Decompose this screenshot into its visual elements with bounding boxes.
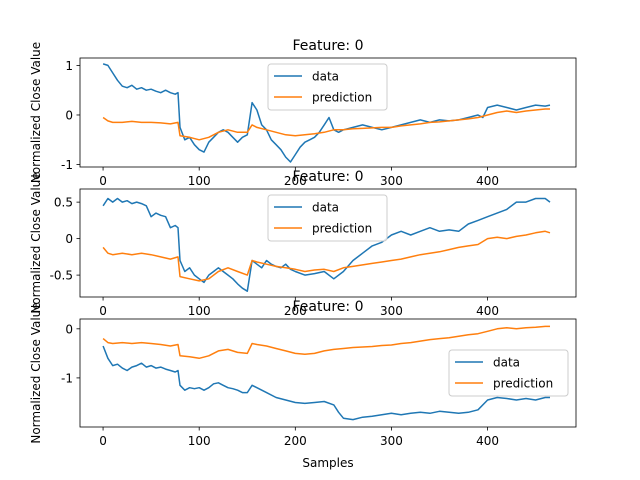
axes-frame [79,57,577,168]
legend: data prediction [267,194,388,242]
series-line-prediction [102,108,550,141]
x-tick-label: 100 [188,304,211,318]
series-group [102,63,551,163]
y-tick-label: 0 [65,232,73,246]
x-tick-label: 400 [476,434,499,448]
axes-frame [79,318,577,428]
subplot-title: Feature: 0 [293,38,364,54]
x-tick-label: 0 [99,304,107,318]
x-tick-label: 200 [284,304,307,318]
x-tick-label: 300 [380,434,403,448]
subplot-1: 0 100 200 300 400 -1 0 1 Feature: 0 Normalized Cl… [29,38,577,188]
legend-label-data: data [493,356,520,370]
x-tick-label: 400 [476,174,499,188]
y-axis-label: Normalized Close Value [29,42,43,183]
x-tick-label: 100 [188,434,211,448]
subplots: 0 100 200 300 400 -1 0 1 Feature: 0 Normalized Cl… [29,38,577,448]
y-tick-label: -1 [61,158,73,172]
axes-frame [79,188,577,298]
y-axis-label: Normalized Close Value [29,302,43,443]
x-tick-label: 200 [284,174,307,188]
legend-label-data: data [312,70,339,84]
x-tick-label: 300 [380,174,403,188]
legend-label-data: data [312,201,339,215]
y-axis-label: Normalized Close Value [29,172,43,313]
y-tick-label: 1 [65,59,73,73]
x-tick-label: 400 [476,304,499,318]
x-tick-label: 0 [99,174,107,188]
legend: data prediction [267,63,388,111]
series-group [102,197,551,292]
legend-label-prediction: prediction [312,91,372,105]
y-tick-label: 0 [65,108,73,122]
legend-label-prediction: prediction [493,377,553,391]
series-group [102,325,550,421]
subplot-2: 0 100 200 300 400 -0.5 0 0.5 Feature: 0 Normalize… [29,169,577,318]
legend: data prediction [448,349,569,397]
y-tick-label: 0.5 [54,196,73,210]
y-tick-label: 0 [65,322,73,336]
series-line-prediction [102,230,551,282]
y-tick-label: -1 [61,371,73,385]
subplot-title: Feature: 0 [293,169,364,185]
x-tick-label: 300 [380,304,403,318]
x-tick-label: 0 [99,434,107,448]
x-tick-label: 200 [284,434,307,448]
series-line-prediction [102,325,550,360]
x-tick-label: 100 [188,174,211,188]
series-line-data [102,345,550,421]
subplot-title: Feature: 0 [293,299,364,315]
y-tick-label: -0.5 [50,269,73,283]
x-axis-label: Samples [302,456,353,470]
legend-label-prediction: prediction [312,222,372,236]
subplot-3: 0 100 200 300 400 -1 0 Feature: 0 Normalized Clo… [29,299,577,448]
series-line-data [102,197,551,292]
